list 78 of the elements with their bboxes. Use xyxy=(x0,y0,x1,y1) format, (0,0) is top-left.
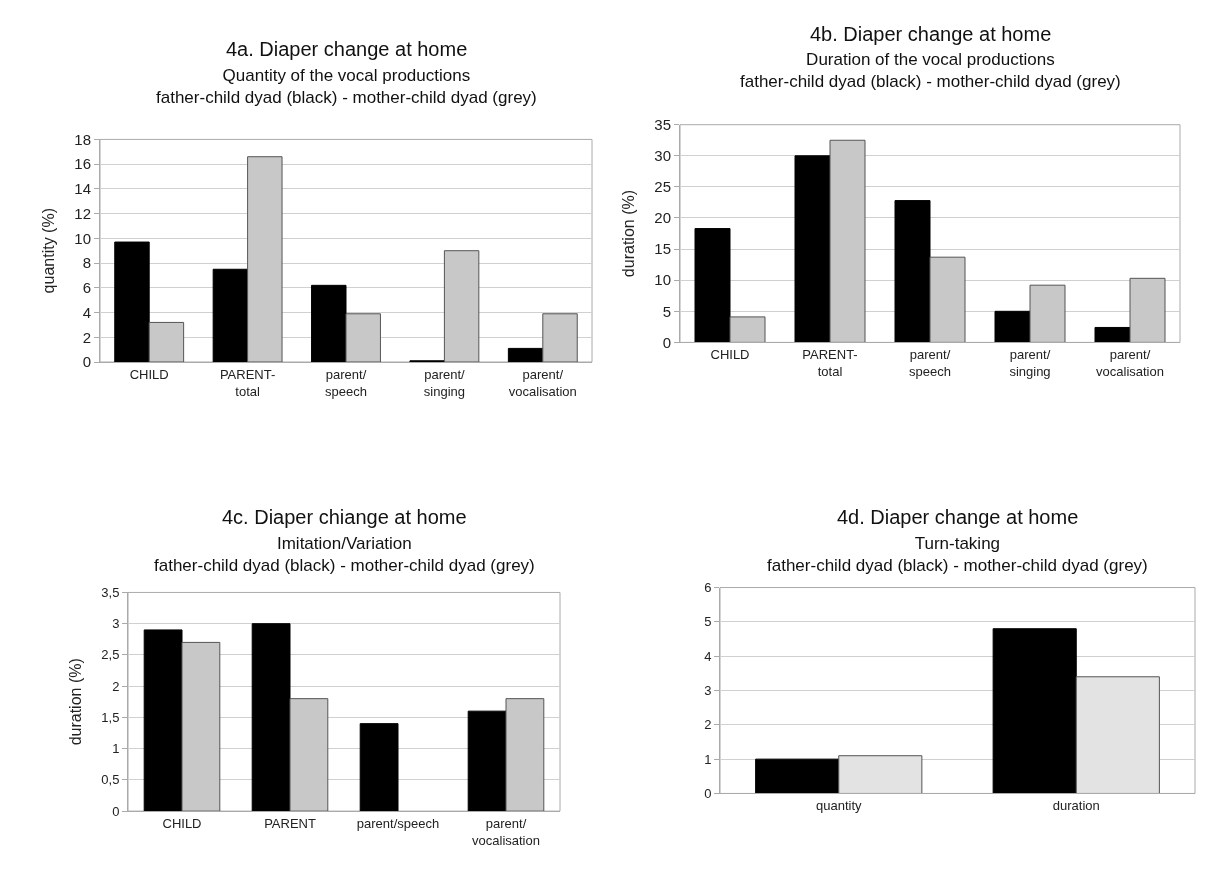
y-tick-label: 30 xyxy=(654,147,671,165)
x-tick-label: parent/ speech xyxy=(325,366,367,399)
y-tick-label: 20 xyxy=(654,209,671,227)
y-tick-label: 0 xyxy=(82,353,91,371)
y-tick-label: 0 xyxy=(112,803,120,819)
x-tick-label: parent/speech xyxy=(356,815,440,831)
bar xyxy=(1075,676,1160,794)
chart-title: 4d. Diaper change at home xyxy=(837,506,1079,528)
x-tick-label: parent/ speech xyxy=(909,346,951,379)
y-tick-label: 1 xyxy=(704,751,712,767)
chart-subtitle: Turn-taking father-child dyad (black) - mother-child dyad (grey) xyxy=(767,534,1148,576)
x-tick-label: PARENT- total xyxy=(219,366,276,399)
y-tick-label: 8 xyxy=(82,254,91,272)
y-tick-label: 2 xyxy=(112,678,120,694)
y-tick-label: 3,5 xyxy=(101,584,120,600)
y-tick-label: 1 xyxy=(112,741,120,757)
y-tick-label: 0 xyxy=(704,786,712,802)
y-tick-label: 0 xyxy=(662,333,671,351)
bar xyxy=(1094,326,1131,343)
y-tick-label: 10 xyxy=(74,229,91,247)
y-tick-label: 6 xyxy=(704,580,712,596)
y-tick-label: 2 xyxy=(704,717,712,733)
y-axis-title: quantity (%) xyxy=(40,208,58,294)
bar xyxy=(992,628,1077,794)
y-tick-label: 5 xyxy=(704,614,712,630)
y-tick-label: 14 xyxy=(74,180,91,198)
x-tick-label: quantity xyxy=(815,798,863,814)
y-tick-label: 3 xyxy=(704,683,712,699)
y-axis-title: duration (%) xyxy=(67,658,85,746)
bar xyxy=(114,241,150,363)
chart-title: 4b. Diaper change at home xyxy=(810,23,1052,45)
y-tick-label: 4 xyxy=(82,303,91,321)
y-tick-label: 10 xyxy=(654,271,671,289)
y-tick-label: 12 xyxy=(74,204,91,222)
x-tick-label: parent/ vocalisation xyxy=(472,815,540,848)
chart-subtitle: Imitation/Variation father-child dyad (black) - mother-child dyad (grey) xyxy=(154,534,535,576)
y-tick-label: 16 xyxy=(74,155,91,173)
bar xyxy=(838,755,923,794)
y-tick-label: 35 xyxy=(654,115,671,133)
y-tick-label: 15 xyxy=(654,240,671,258)
bar xyxy=(994,310,1031,343)
bar xyxy=(507,347,544,363)
y-tick-label: 5 xyxy=(662,302,671,320)
x-tick-label: CHILD xyxy=(129,366,169,382)
y-tick-label: 2 xyxy=(82,328,91,346)
y-axis-title: duration (%) xyxy=(620,189,638,278)
bar xyxy=(251,623,291,812)
bar xyxy=(694,228,731,343)
y-tick-label: 1,5 xyxy=(101,709,120,725)
chart-subtitle: Quantity of the vocal productions father-child dyad (black) - mother-child dyad (grey) xyxy=(156,66,537,108)
bar xyxy=(359,723,399,812)
chart-subtitle: Duration of the vocal productions father-child dyad (black) - mother-child dyad (grey) xyxy=(740,50,1121,92)
bar xyxy=(794,155,831,343)
y-tick-label: 3 xyxy=(112,616,120,632)
bar xyxy=(212,268,249,363)
x-tick-label: PARENT xyxy=(264,815,316,831)
bar xyxy=(143,629,183,812)
x-tick-label: PARENT- total xyxy=(802,346,858,379)
bar xyxy=(894,200,931,343)
x-tick-label: parent/ vocalisation xyxy=(1096,346,1164,379)
y-tick-label: 0,5 xyxy=(101,772,120,788)
y-tick-label: 18 xyxy=(74,130,91,148)
chart-title: 4a. Diaper change at home xyxy=(226,38,468,60)
x-tick-label: duration xyxy=(1052,798,1100,814)
chart-title: 4c. Diaper chiange at home xyxy=(222,506,467,528)
y-tick-label: 4 xyxy=(704,648,712,664)
x-tick-label: parent/ singing xyxy=(1009,346,1051,379)
bar xyxy=(467,710,507,812)
x-tick-label: CHILD xyxy=(710,346,750,362)
x-tick-label: CHILD xyxy=(162,815,202,831)
bar xyxy=(755,758,840,794)
y-tick-label: 25 xyxy=(654,178,671,196)
y-tick-label: 6 xyxy=(82,279,91,297)
bar xyxy=(311,284,347,363)
x-tick-label: parent/ vocalisation xyxy=(508,366,577,399)
bar xyxy=(729,316,766,343)
y-tick-label: 2,5 xyxy=(101,647,120,663)
x-tick-label: parent/ singing xyxy=(423,366,466,399)
